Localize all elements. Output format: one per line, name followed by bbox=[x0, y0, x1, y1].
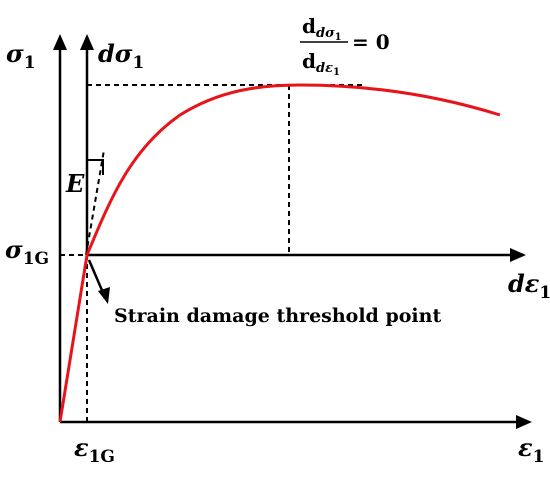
epsilon1G-label: ε1G bbox=[74, 433, 115, 467]
slope-bracket bbox=[87, 159, 104, 175]
depsilon1-axis-arrow bbox=[510, 248, 526, 262]
depsilon1-label: dε1 bbox=[508, 269, 550, 303]
threshold-label: Strain damage threshold point bbox=[114, 305, 441, 327]
dsigma1-label: dσ1 bbox=[98, 39, 144, 73]
formula-rhs: = 0 bbox=[352, 30, 390, 54]
E-label: E bbox=[65, 169, 85, 198]
stress-strain-curve bbox=[58, 83, 501, 423]
dsigma1-axis-arrow bbox=[80, 34, 94, 50]
sigma1-label: σ1 bbox=[6, 39, 36, 73]
sigma1G-label: σ1G bbox=[5, 235, 49, 269]
epsilon1-axis-arrow bbox=[516, 415, 532, 429]
peak-condition-formula: ddσ1 ddε1 = 0 bbox=[300, 14, 390, 78]
sigma1-axis-arrow bbox=[53, 34, 67, 50]
threshold-pointer-arrow bbox=[98, 287, 110, 304]
threshold-pointer-line bbox=[87, 259, 106, 296]
epsilon1-label: ε1 bbox=[518, 433, 544, 467]
formula-numerator: ddσ1 bbox=[302, 14, 342, 43]
formula-denominator: ddε1 bbox=[302, 49, 340, 78]
